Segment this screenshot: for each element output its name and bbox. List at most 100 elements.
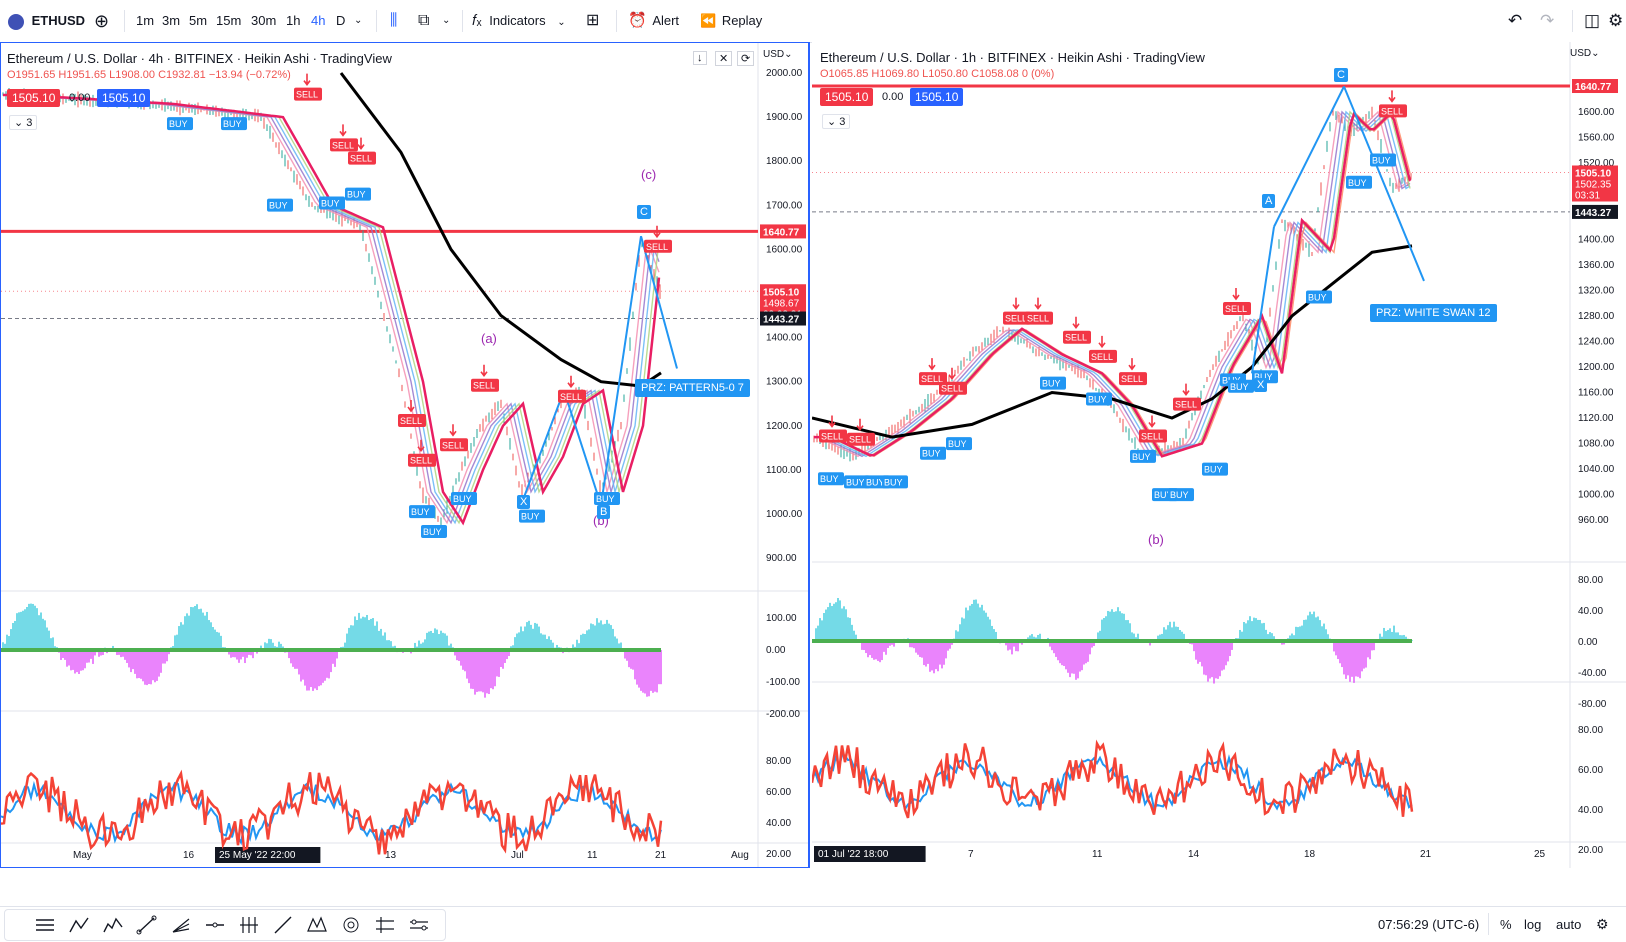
sell-signal-label: SELL [350,154,372,164]
buy-signal-label: BUY [1170,490,1189,500]
harmonic-pattern-line [600,236,642,506]
collapse-indicators-button[interactable]: ⌄ 3 [822,114,851,129]
sell-price-button[interactable]: 1505.10 [820,88,874,106]
buy-signal [519,509,545,523]
interval-4h[interactable]: 4h [311,13,326,28]
buy-price-button[interactable]: 1505.10 [97,89,151,107]
buy-signal [409,505,435,519]
sell-signal [1025,311,1053,325]
buy-signal-label: BUY [596,494,615,504]
current-price-label: 1505.10 [1575,168,1612,179]
sell-arrow-icon [653,225,661,239]
compare-add-icon[interactable]: ⊕ [94,11,110,31]
sell-signal-label: SELL [560,392,582,402]
price-tick-label: 1800.00 [766,156,803,167]
chevron-down-icon[interactable]: ⌄ [354,15,363,26]
right-chart-canvas[interactable]: 1600.001560.001520.001480.001440.001400.… [812,42,1626,868]
current-price-label: 1505.10 [763,287,800,298]
time-tick-label: Jul [511,850,524,861]
pitchfork-icon[interactable] [237,913,263,937]
interval-1m[interactable]: 1m [136,13,155,28]
resistance-price-box [1572,79,1618,94]
sell-signal-label: SELL [821,432,843,442]
currency-label[interactable]: USD⌄ [763,49,793,60]
dashed-price-box [1572,204,1618,219]
brush-icon[interactable] [271,913,297,937]
bar-type-icon[interactable]: ⫼ [390,12,398,29]
close-icon[interactable]: ✕ [715,51,733,66]
interval-15m[interactable]: 15m [216,13,242,28]
time-tick-label: May [73,850,92,861]
chevron-down-icon[interactable]: ⌄ [442,15,451,26]
right-chart-pane[interactable]: 1600.001560.001520.001480.001440.001400.… [812,42,1626,868]
time-tick-label: 25 [1534,849,1546,860]
left-chart-canvas[interactable]: 2000.001900.001800.001700.001600.001500.… [1,43,810,868]
parallel-channel-icon[interactable] [407,913,433,937]
redo-icon[interactable]: ↷ [1540,11,1555,30]
drawing-tools-bar [4,909,446,941]
buy-signal-label: BUY [846,477,865,487]
crosshair-time-box [814,846,926,862]
templates-icon[interactable]: ⊞ [586,12,600,29]
interval-30m[interactable]: 30m [251,13,277,28]
xabcd-pattern-icon[interactable] [305,913,331,937]
clock-display[interactable]: 07:56:29 (UTC-6) [1378,917,1480,932]
settings-icon[interactable]: ⚙ [1596,916,1609,932]
sell-price-button[interactable]: 1505.10 [7,89,61,107]
dashed-price-box [760,311,806,326]
replay-button[interactable]: ⏪ Replay [700,0,762,42]
slow-moving-average-line [3,93,661,526]
time-tick-label: 11 [587,850,598,861]
spiral-icon[interactable] [339,913,365,937]
settings-icon[interactable]: ⚙ [1608,11,1624,30]
interval-5m[interactable]: 5m [189,13,208,28]
prz-label: PRZ: WHITE SWAN 12 [1370,304,1497,322]
layout-icon[interactable]: ◫ [1584,11,1601,30]
horizontal-ray-icon[interactable] [203,913,229,937]
percent-scale-toggle[interactable]: % [1500,917,1512,932]
move-down-icon[interactable]: ↓ [693,51,707,65]
crosshair-time-label: 01 Jul '22 18:00 [818,849,889,860]
moving-average-line [814,110,1411,458]
interval-1h[interactable]: 1h [286,13,301,28]
horizontal-lines-icon[interactable] [33,913,59,937]
indicators-button[interactable]: 𝑓ₓ Indicators ⌄ [472,0,566,42]
candles-icon[interactable]: ⧉ [418,12,430,29]
long-moving-average-line [812,244,1413,439]
price-tick-label: 960.00 [1578,515,1609,526]
collapse-indicators-button[interactable]: ⌄ 3 [9,115,38,130]
point-x: X [517,495,531,509]
currency-label[interactable]: USD⌄ [1570,48,1600,59]
price-tick-label: 1240.00 [1578,337,1615,348]
symbol-search[interactable]: ETHUSD [8,0,85,42]
buy-signal-label: BUY [1088,395,1107,405]
auto-scale-toggle[interactable]: auto [1556,917,1582,932]
abcd-pattern-icon[interactable] [67,913,93,937]
buy-signal [946,437,972,451]
sell-signal-label: SELL [941,384,963,394]
sell-arrow-icon [1232,288,1240,301]
sell-arrow-icon [449,424,457,437]
buy-price-button[interactable]: 1505.10 [910,88,964,106]
buy-signal [319,196,345,210]
elliott-wave-icon[interactable] [101,913,127,937]
sell-signal-label: SELL [1381,106,1403,116]
price-tick-label: 1200.00 [766,421,803,432]
sell-arrow-icon [1012,297,1020,310]
oscillator-tick-label: 100.00 [766,613,797,624]
left-chart-pane[interactable]: 2000.001900.001800.001700.001600.001500.… [0,42,810,868]
interval-3m[interactable]: 3m [162,13,181,28]
sell-signal [847,432,875,446]
point-c: C [637,205,651,219]
alert-button[interactable]: ⏰ Alert [628,0,679,42]
undo-icon[interactable]: ↶ [1508,11,1523,30]
indicators-label: Indicators [489,13,546,28]
maximize-icon[interactable]: ⟳ [737,51,755,66]
dashed-price-label: 1443.27 [763,315,800,326]
trend-line-icon[interactable] [135,913,161,937]
text-lines-icon[interactable] [373,913,399,937]
log-scale-toggle[interactable]: log [1524,917,1542,932]
interval-d[interactable]: D [336,13,346,28]
divider [376,10,377,32]
fib-fan-icon[interactable] [169,913,195,937]
